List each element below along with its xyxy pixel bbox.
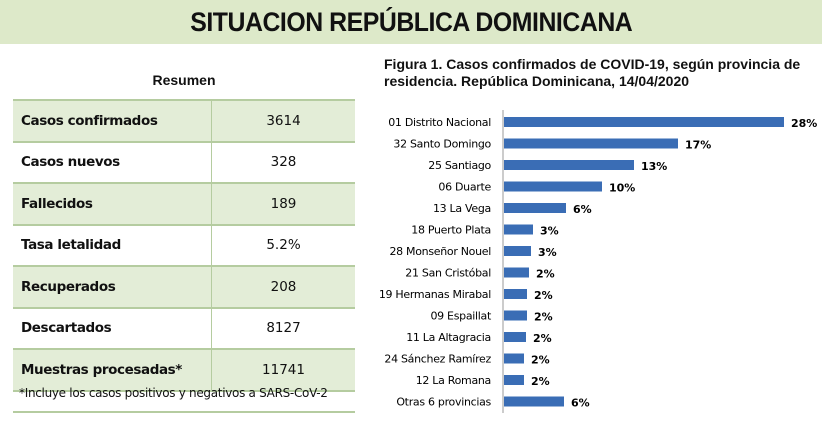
data-label: 6%	[571, 397, 590, 410]
bar	[504, 375, 524, 385]
bar	[504, 117, 784, 127]
summary-row: Fallecidos 189	[13, 182, 355, 225]
category-label: 12 La Romana	[416, 374, 491, 387]
summary-footnote: *Incluye los casos positivos y negativos…	[19, 386, 328, 400]
category-label: 11 La Altagracia	[406, 331, 491, 344]
data-label: 13%	[641, 160, 667, 173]
summary-row: Recuperados 208	[13, 265, 355, 308]
summary-label: Casos confirmados	[13, 99, 212, 142]
summary-row: Tasa letalidad 5.2%	[13, 223, 355, 266]
summary-label: Muestras procesadas*	[13, 348, 212, 392]
category-label: 13 La Vega	[433, 202, 491, 215]
data-label: 10%	[609, 182, 635, 195]
category-label: 19 Hermanas Mirabal	[379, 288, 491, 301]
bar	[504, 332, 526, 342]
data-label: 2%	[534, 311, 553, 324]
category-label: 18 Puerto Plata	[411, 224, 491, 237]
bar	[504, 160, 634, 170]
summary-label: Tasa letalidad	[13, 223, 212, 266]
summary-value: 189	[211, 182, 355, 225]
category-label: 01 Distrito Nacional	[388, 116, 491, 129]
bar	[504, 289, 527, 299]
bar	[504, 181, 602, 192]
divider	[13, 411, 355, 413]
summary-label: Descartados	[13, 306, 212, 349]
page-title: SITUACION REPÚBLICA DOMINICANA	[189, 6, 633, 37]
category-label: 09 Espaillat	[430, 310, 492, 323]
summary-row: Casos nuevos 328	[13, 140, 355, 183]
data-label: 3%	[540, 225, 559, 238]
data-label: 17%	[685, 139, 711, 152]
summary-value: 208	[211, 265, 355, 308]
summary-row: Descartados 8127	[13, 306, 355, 349]
bar	[504, 246, 531, 256]
category-label: 24 Sánchez Ramírez	[384, 353, 491, 366]
summary-label: Fallecidos	[13, 182, 212, 225]
summary-value: 3614	[211, 99, 355, 142]
summary-label: Casos nuevos	[13, 140, 212, 183]
data-label: 2%	[531, 375, 550, 388]
category-label: 06 Duarte	[438, 181, 491, 194]
bar	[504, 267, 529, 278]
summary-value: 8127	[211, 306, 355, 349]
category-label: 32 Santo Domingo	[393, 138, 491, 151]
summary-value: 328	[211, 140, 355, 183]
summary-value: 11741	[211, 348, 355, 392]
bar	[504, 138, 678, 149]
data-label: 6%	[573, 203, 592, 216]
bar	[504, 224, 533, 235]
summary-title: Resumen	[152, 72, 216, 88]
data-label: 28%	[791, 117, 817, 130]
data-label: 2%	[531, 354, 550, 367]
category-label: 28 Monseñor Nouel	[389, 245, 491, 258]
summary-row: Muestras procesadas* 11741	[13, 348, 355, 392]
summary-table: Casos confirmados 3614 Casos nuevos 328 Fall…	[13, 99, 355, 392]
bar	[504, 396, 564, 407]
bar	[504, 353, 524, 364]
summary-value: 5.2%	[211, 223, 355, 266]
category-label: 25 Santiago	[428, 159, 491, 172]
data-label: 2%	[533, 332, 552, 345]
figure-title: Figura 1. Casos confirmados de COVID-19,…	[384, 56, 801, 89]
data-label: 2%	[536, 268, 555, 281]
data-label: 2%	[534, 289, 553, 302]
data-label: 3%	[538, 246, 557, 259]
bar	[504, 310, 527, 321]
title-banner: SITUACION REPÚBLICA DOMINICANA	[0, 0, 822, 44]
category-label: Otras 6 provincias	[396, 396, 491, 409]
summary-label: Recuperados	[13, 265, 212, 308]
summary-row: Casos confirmados 3614	[13, 99, 355, 142]
bar	[504, 203, 566, 213]
category-label: 21 San Cristóbal	[405, 267, 491, 280]
